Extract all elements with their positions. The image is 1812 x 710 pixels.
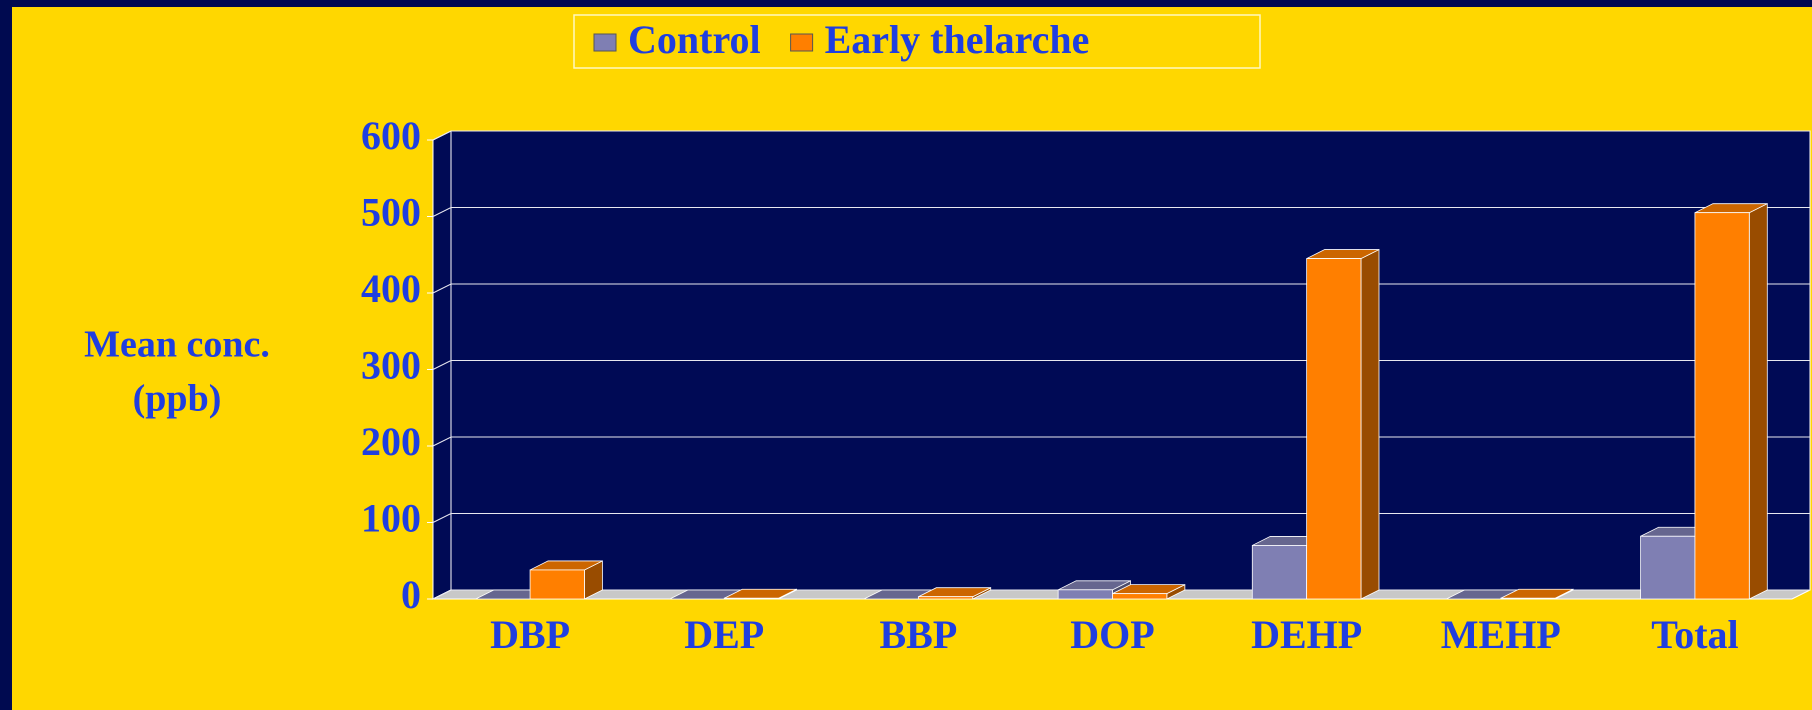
y-tick-label: 300 <box>361 343 421 388</box>
x-tick-label: MEHP <box>1441 612 1561 657</box>
legend-swatch <box>593 33 617 52</box>
y-tick-label: 100 <box>361 496 421 541</box>
bar <box>1112 593 1168 600</box>
bar-side <box>1360 248 1380 600</box>
bar <box>1640 535 1696 600</box>
bar <box>1251 545 1308 600</box>
bar <box>529 569 585 600</box>
x-tick-label: DEHP <box>1251 612 1362 657</box>
grid-line <box>432 207 1810 217</box>
x-tick-label: BBP <box>879 612 957 657</box>
bar-side <box>1748 203 1768 600</box>
x-tick-label: DEP <box>684 612 764 657</box>
bar <box>1500 597 1556 600</box>
bar <box>723 597 779 600</box>
y-axis-label: Mean conc. <box>84 324 270 366</box>
y-axis-label: (ppb) <box>133 378 222 420</box>
legend-box <box>573 14 1261 69</box>
x-tick-label: Total <box>1651 612 1738 657</box>
bar <box>1057 589 1113 600</box>
x-tick-label: DOP <box>1070 612 1154 657</box>
bar <box>1306 258 1362 600</box>
legend-swatch <box>790 33 814 52</box>
grid-line <box>432 130 1810 141</box>
x-tick-label: DBP <box>490 612 570 657</box>
y-tick-label: 400 <box>361 266 421 311</box>
legend-label: Early thelarche <box>825 17 1090 62</box>
bar <box>1694 212 1750 600</box>
y-tick-label: 600 <box>361 113 421 158</box>
bar <box>917 596 974 600</box>
y-tick-label: 200 <box>361 419 421 464</box>
y-tick-label: 0 <box>401 572 421 617</box>
legend-label: Control <box>628 17 761 62</box>
y-tick-label: 500 <box>361 190 421 235</box>
